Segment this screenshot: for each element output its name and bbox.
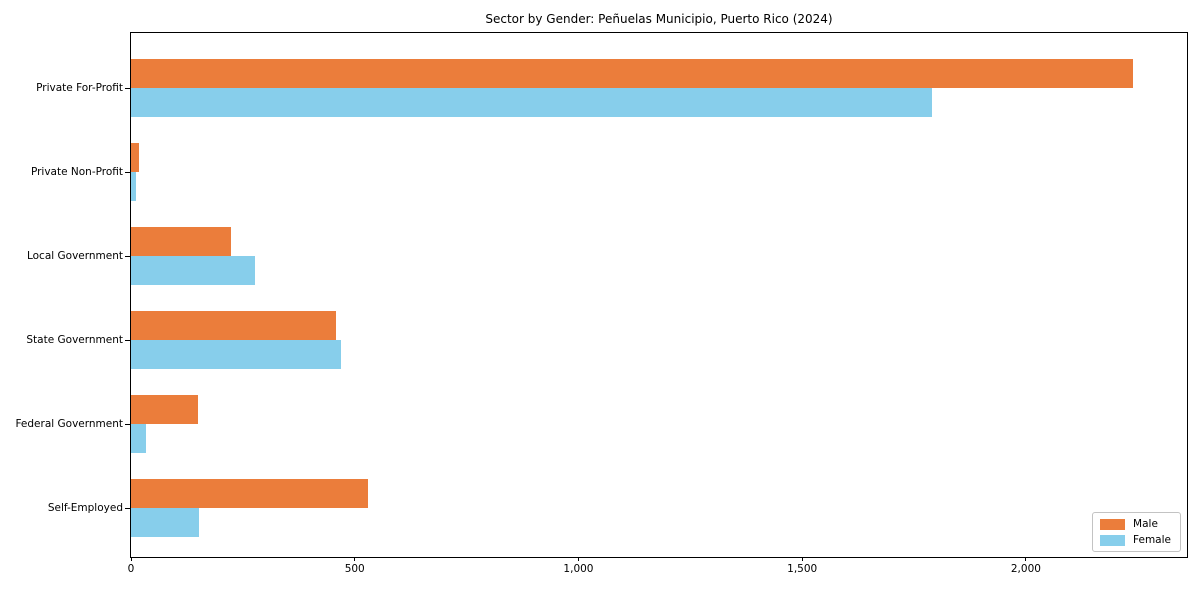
legend-entry-male: Male: [1100, 518, 1171, 530]
bar-male-private-for-profit: [131, 58, 1134, 88]
legend: Male Female: [1092, 512, 1181, 552]
y-axis-tick: [125, 339, 130, 341]
x-tick-label: 1,000: [563, 563, 594, 575]
x-axis-tick: [1025, 557, 1027, 561]
x-axis-tick: [577, 557, 579, 561]
y-axis-tick: [125, 423, 130, 425]
y-axis-label-private-non-profit: Private Non-Profit: [30, 165, 123, 178]
y-axis-label-self-employed: Self-Employed: [47, 501, 123, 514]
y-axis-tick: [125, 507, 130, 509]
x-tick-label: 0: [127, 563, 135, 575]
legend-label-female: Female: [1133, 534, 1171, 546]
bar-female-private-for-profit: [131, 87, 932, 117]
plot-area: Male Female: [130, 32, 1188, 558]
y-axis-label-local-government: Local Government: [26, 249, 123, 262]
bar-female-self-employed: [131, 507, 199, 537]
legend-label-male: Male: [1133, 518, 1158, 530]
bar-female-private-non-profit: [131, 171, 136, 201]
legend-entry-female: Female: [1100, 534, 1171, 546]
x-tick-label: 1,500: [787, 563, 818, 575]
y-axis-tick: [125, 255, 130, 257]
chart-title: Sector by Gender: Peñuelas Municipio, Pu…: [485, 12, 833, 26]
legend-swatch-female-icon: [1100, 534, 1126, 546]
x-tick-label: 500: [344, 563, 365, 575]
bar-female-state-government: [131, 339, 342, 369]
x-tick-label: 2,000: [1010, 563, 1041, 575]
y-axis-tick: [125, 87, 130, 89]
bar-female-local-government: [131, 255, 255, 285]
bar-male-federal-government: [131, 394, 199, 424]
bar-male-private-non-profit: [131, 142, 139, 172]
y-axis-tick: [125, 171, 130, 173]
y-axis-label-private-for-profit: Private For-Profit: [36, 81, 123, 94]
x-axis-tick: [801, 557, 803, 561]
y-axis-label-federal-government: Federal Government: [15, 417, 123, 430]
bar-female-federal-government: [131, 423, 147, 453]
x-axis-tick: [130, 557, 132, 561]
x-axis-tick: [354, 557, 356, 561]
bar-male-self-employed: [131, 478, 369, 508]
legend-swatch-male-icon: [1100, 518, 1126, 530]
bar-male-state-government: [131, 310, 336, 340]
bar-male-local-government: [131, 226, 231, 256]
y-axis-label-state-government: State Government: [26, 333, 123, 346]
